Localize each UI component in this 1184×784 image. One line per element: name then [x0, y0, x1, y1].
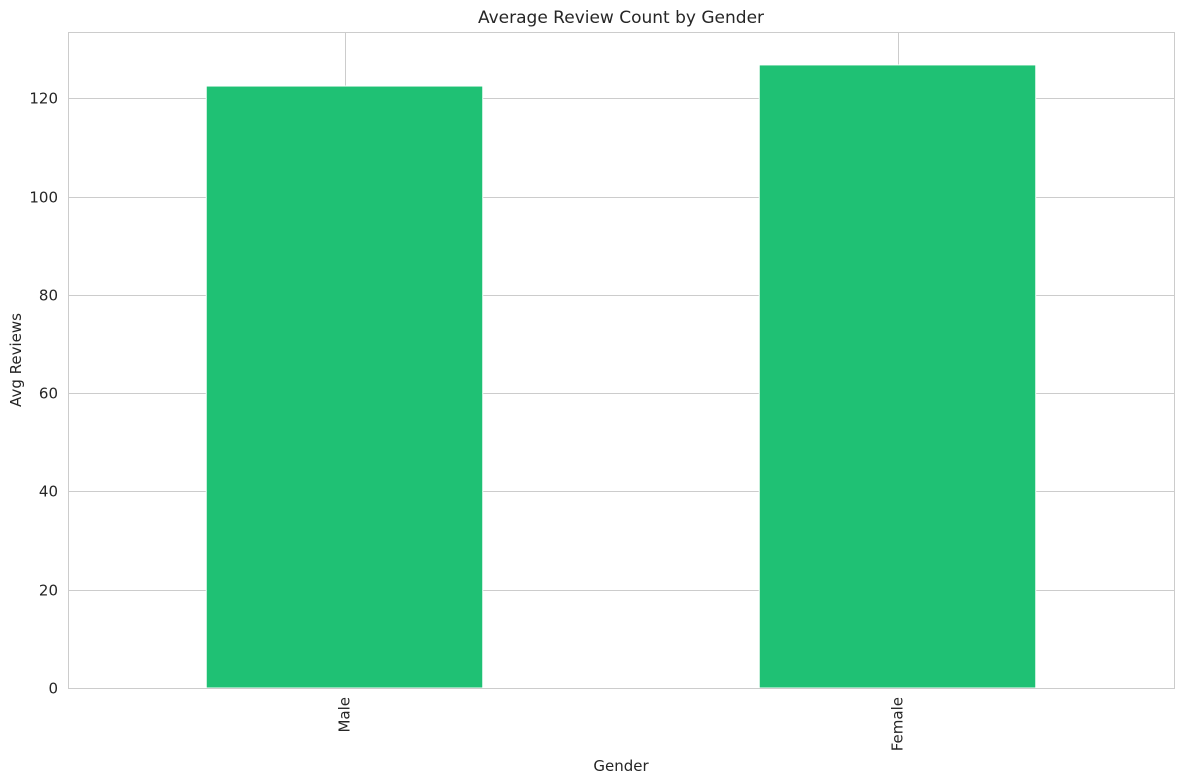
plot-area-frame	[68, 32, 1175, 689]
y-tick-label: 20	[39, 582, 58, 600]
chart-title: Average Review Count by Gender	[478, 8, 764, 28]
y-tick-label: 0	[48, 680, 58, 698]
bar-female	[758, 64, 1037, 689]
x-axis-ticks: Male Female	[336, 697, 907, 751]
bars	[205, 64, 1037, 689]
y-tick-label: 40	[39, 483, 58, 501]
y-tick-label: 100	[29, 189, 58, 207]
x-tick-label: Male	[336, 697, 354, 733]
y-axis-ticks: 0 20 40 60 80 100 120	[29, 90, 58, 698]
y-tick-label: 80	[39, 287, 58, 305]
x-axis-label: Gender	[593, 757, 649, 775]
y-tick-label: 60	[39, 385, 58, 403]
y-tick-label: 120	[29, 90, 58, 108]
x-tick-label: Female	[889, 697, 907, 751]
bar-male	[205, 85, 484, 689]
y-axis-label: Avg Reviews	[7, 313, 25, 407]
